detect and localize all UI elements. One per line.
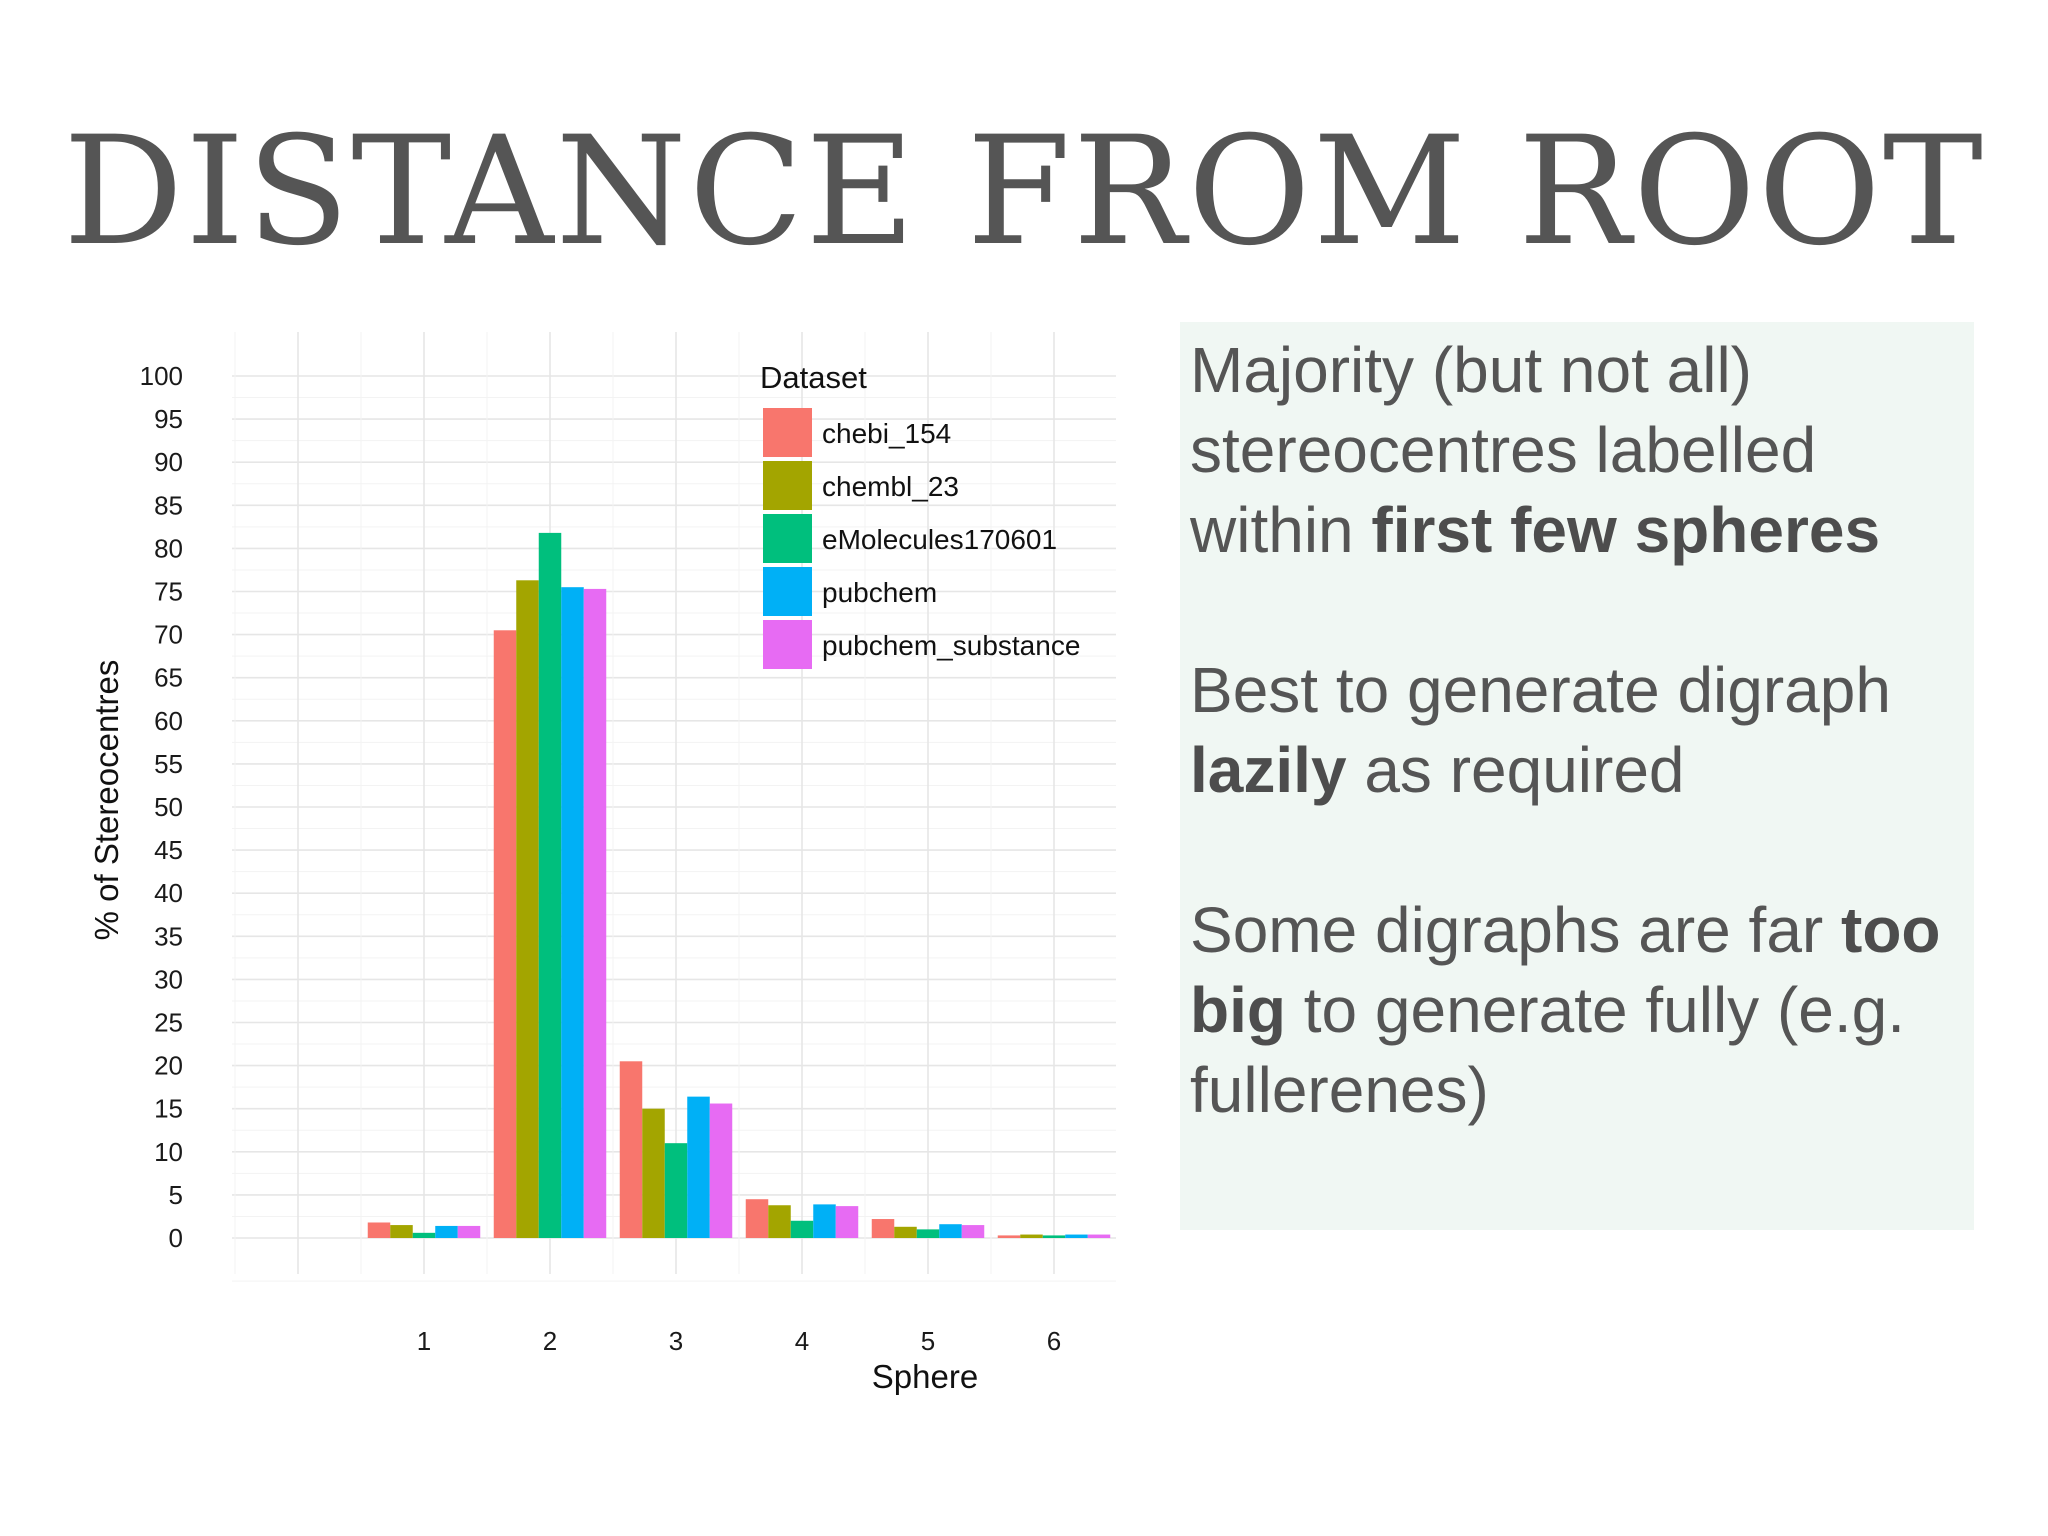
y-tick-label: 15: [154, 1094, 183, 1124]
bar-pubchem_substance-sphere-3: [709, 1103, 733, 1238]
note-too-big-text: Some digraphs are far: [1190, 894, 1841, 966]
bar-pubchem_substance-sphere-6: [1087, 1234, 1111, 1238]
legend-label: eMolecules170601: [822, 524, 1057, 555]
y-tick-label: 75: [154, 577, 183, 607]
bar-chembl_23-sphere-5: [894, 1226, 917, 1238]
bar-chembl_23-sphere-6: [1020, 1234, 1043, 1238]
x-tick-label: 1: [417, 1326, 431, 1356]
note-majority-text: Majority (but not all) stereocentres lab…: [1190, 334, 1817, 566]
bar-pubchem_substance-sphere-2: [583, 588, 607, 1238]
y-tick-label: 25: [154, 1008, 183, 1038]
note-lazy: Best to generate digraph lazily as requi…: [1190, 650, 1974, 810]
x-tick-label: 3: [669, 1326, 683, 1356]
bar-chebi_154-sphere-5: [871, 1219, 895, 1238]
legend-swatch: [763, 567, 812, 616]
bar-pubchem-sphere-3: [687, 1096, 710, 1238]
y-tick-label: 100: [140, 361, 183, 391]
legend-swatch: [763, 514, 812, 563]
y-tick-label: 60: [154, 706, 183, 736]
y-tick-label: 80: [154, 533, 183, 563]
bar-pubchem_substance-sphere-5: [961, 1225, 985, 1238]
bar-pubchem-sphere-4: [813, 1204, 836, 1238]
bar-chebi_154-sphere-3: [619, 1061, 643, 1238]
bar-eMolecules170601-sphere-6: [1042, 1235, 1066, 1238]
note-majority: Majority (but not all) stereocentres lab…: [1190, 330, 1974, 570]
y-tick-label: 0: [169, 1223, 183, 1253]
bar-pubchem_substance-sphere-1: [457, 1225, 481, 1238]
bar-pubchem-sphere-6: [1065, 1234, 1088, 1238]
bar-pubchem_substance-sphere-4: [835, 1206, 859, 1238]
y-axis-title: % of Stereocentres: [88, 660, 125, 941]
legend-swatch: [763, 408, 812, 457]
bar-chebi_154-sphere-4: [745, 1199, 769, 1238]
bar-chembl_23-sphere-2: [516, 580, 539, 1238]
note-too-big-emphasis: too big: [1190, 894, 1941, 1046]
bar-chembl_23-sphere-3: [642, 1108, 665, 1238]
bar-chebi_154-sphere-6: [997, 1235, 1021, 1238]
y-tick-label: 85: [154, 490, 183, 520]
legend-label: chembl_23: [822, 471, 959, 502]
legend-items: chebi_154 chembl_23 eMolecules170601 pubche…: [763, 408, 1080, 669]
legend-label: chebi_154: [822, 418, 951, 449]
y-tick-label: 65: [154, 663, 183, 693]
bar-chembl_23-sphere-4: [768, 1205, 791, 1238]
y-tick-label: 40: [154, 878, 183, 908]
y-tick-label: 50: [154, 792, 183, 822]
bar-chart: 0510152025303540455055606570758085909510…: [88, 332, 1116, 1395]
y-tick-labels: 0 5 10 15 20 25 30 35 40 45 50 55 60 65 70 75 80 85 90 95 10…: [140, 361, 183, 1253]
bar-pubchem-sphere-5: [939, 1224, 962, 1238]
bar-pubchem-sphere-1: [435, 1225, 458, 1238]
bar-eMolecules170601-sphere-1: [412, 1232, 436, 1238]
slide-title: DISTANCE FROM ROOT: [63, 105, 1985, 279]
y-tick-label: 95: [154, 404, 183, 434]
bar-eMolecules170601-sphere-3: [664, 1143, 688, 1238]
x-axis-title: Sphere: [872, 1358, 978, 1395]
legend-title: Dataset: [760, 360, 867, 395]
note-too-big: Some digraphs are far too big to generat…: [1190, 890, 1974, 1130]
bar-eMolecules170601-sphere-4: [790, 1220, 814, 1238]
note-too-big-tail: to generate fully (e.g. fullerenes): [1190, 974, 1905, 1126]
plot-background: [232, 332, 1116, 1274]
x-tick-label: 4: [795, 1326, 809, 1356]
y-tick-label: 35: [154, 921, 183, 951]
y-tick-label: 55: [154, 749, 183, 779]
bar-chembl_23-sphere-1: [390, 1225, 413, 1238]
note-lazy-text: Best to generate digraph: [1190, 654, 1891, 726]
y-tick-label: 30: [154, 964, 183, 994]
bar-eMolecules170601-sphere-5: [916, 1229, 940, 1238]
bar-chebi_154-sphere-2: [493, 630, 517, 1238]
x-tick-label: 6: [1047, 1326, 1061, 1356]
x-tick-label: 5: [921, 1326, 935, 1356]
legend: Dataset chebi_154 chembl_23 eMolecules1706…: [760, 360, 1080, 669]
legend-label: pubchem: [822, 577, 937, 608]
y-tick-label: 10: [154, 1137, 183, 1167]
bar-chebi_154-sphere-1: [367, 1222, 391, 1238]
notes-panel: Majority (but not all) stereocentres lab…: [1180, 322, 1974, 1230]
note-lazy-emphasis: lazily: [1190, 734, 1347, 806]
y-tick-label: 5: [169, 1180, 183, 1210]
y-tick-label: 45: [154, 835, 183, 865]
bar-pubchem-sphere-2: [561, 587, 584, 1238]
y-tick-label: 90: [154, 447, 183, 477]
note-majority-emphasis: first few spheres: [1371, 494, 1881, 566]
y-tick-label: 70: [154, 620, 183, 650]
bars: [367, 532, 1111, 1238]
legend-swatch: [763, 620, 812, 669]
note-lazy-tail: as required: [1346, 734, 1685, 806]
legend-label: pubchem_substance: [822, 630, 1080, 661]
x-tick-label: 2: [543, 1326, 557, 1356]
y-tick-label: 20: [154, 1051, 183, 1081]
bar-eMolecules170601-sphere-2: [538, 532, 562, 1238]
legend-swatch: [763, 461, 812, 510]
x-tick-labels: 1 2 3 4 5 6: [417, 1326, 1061, 1356]
